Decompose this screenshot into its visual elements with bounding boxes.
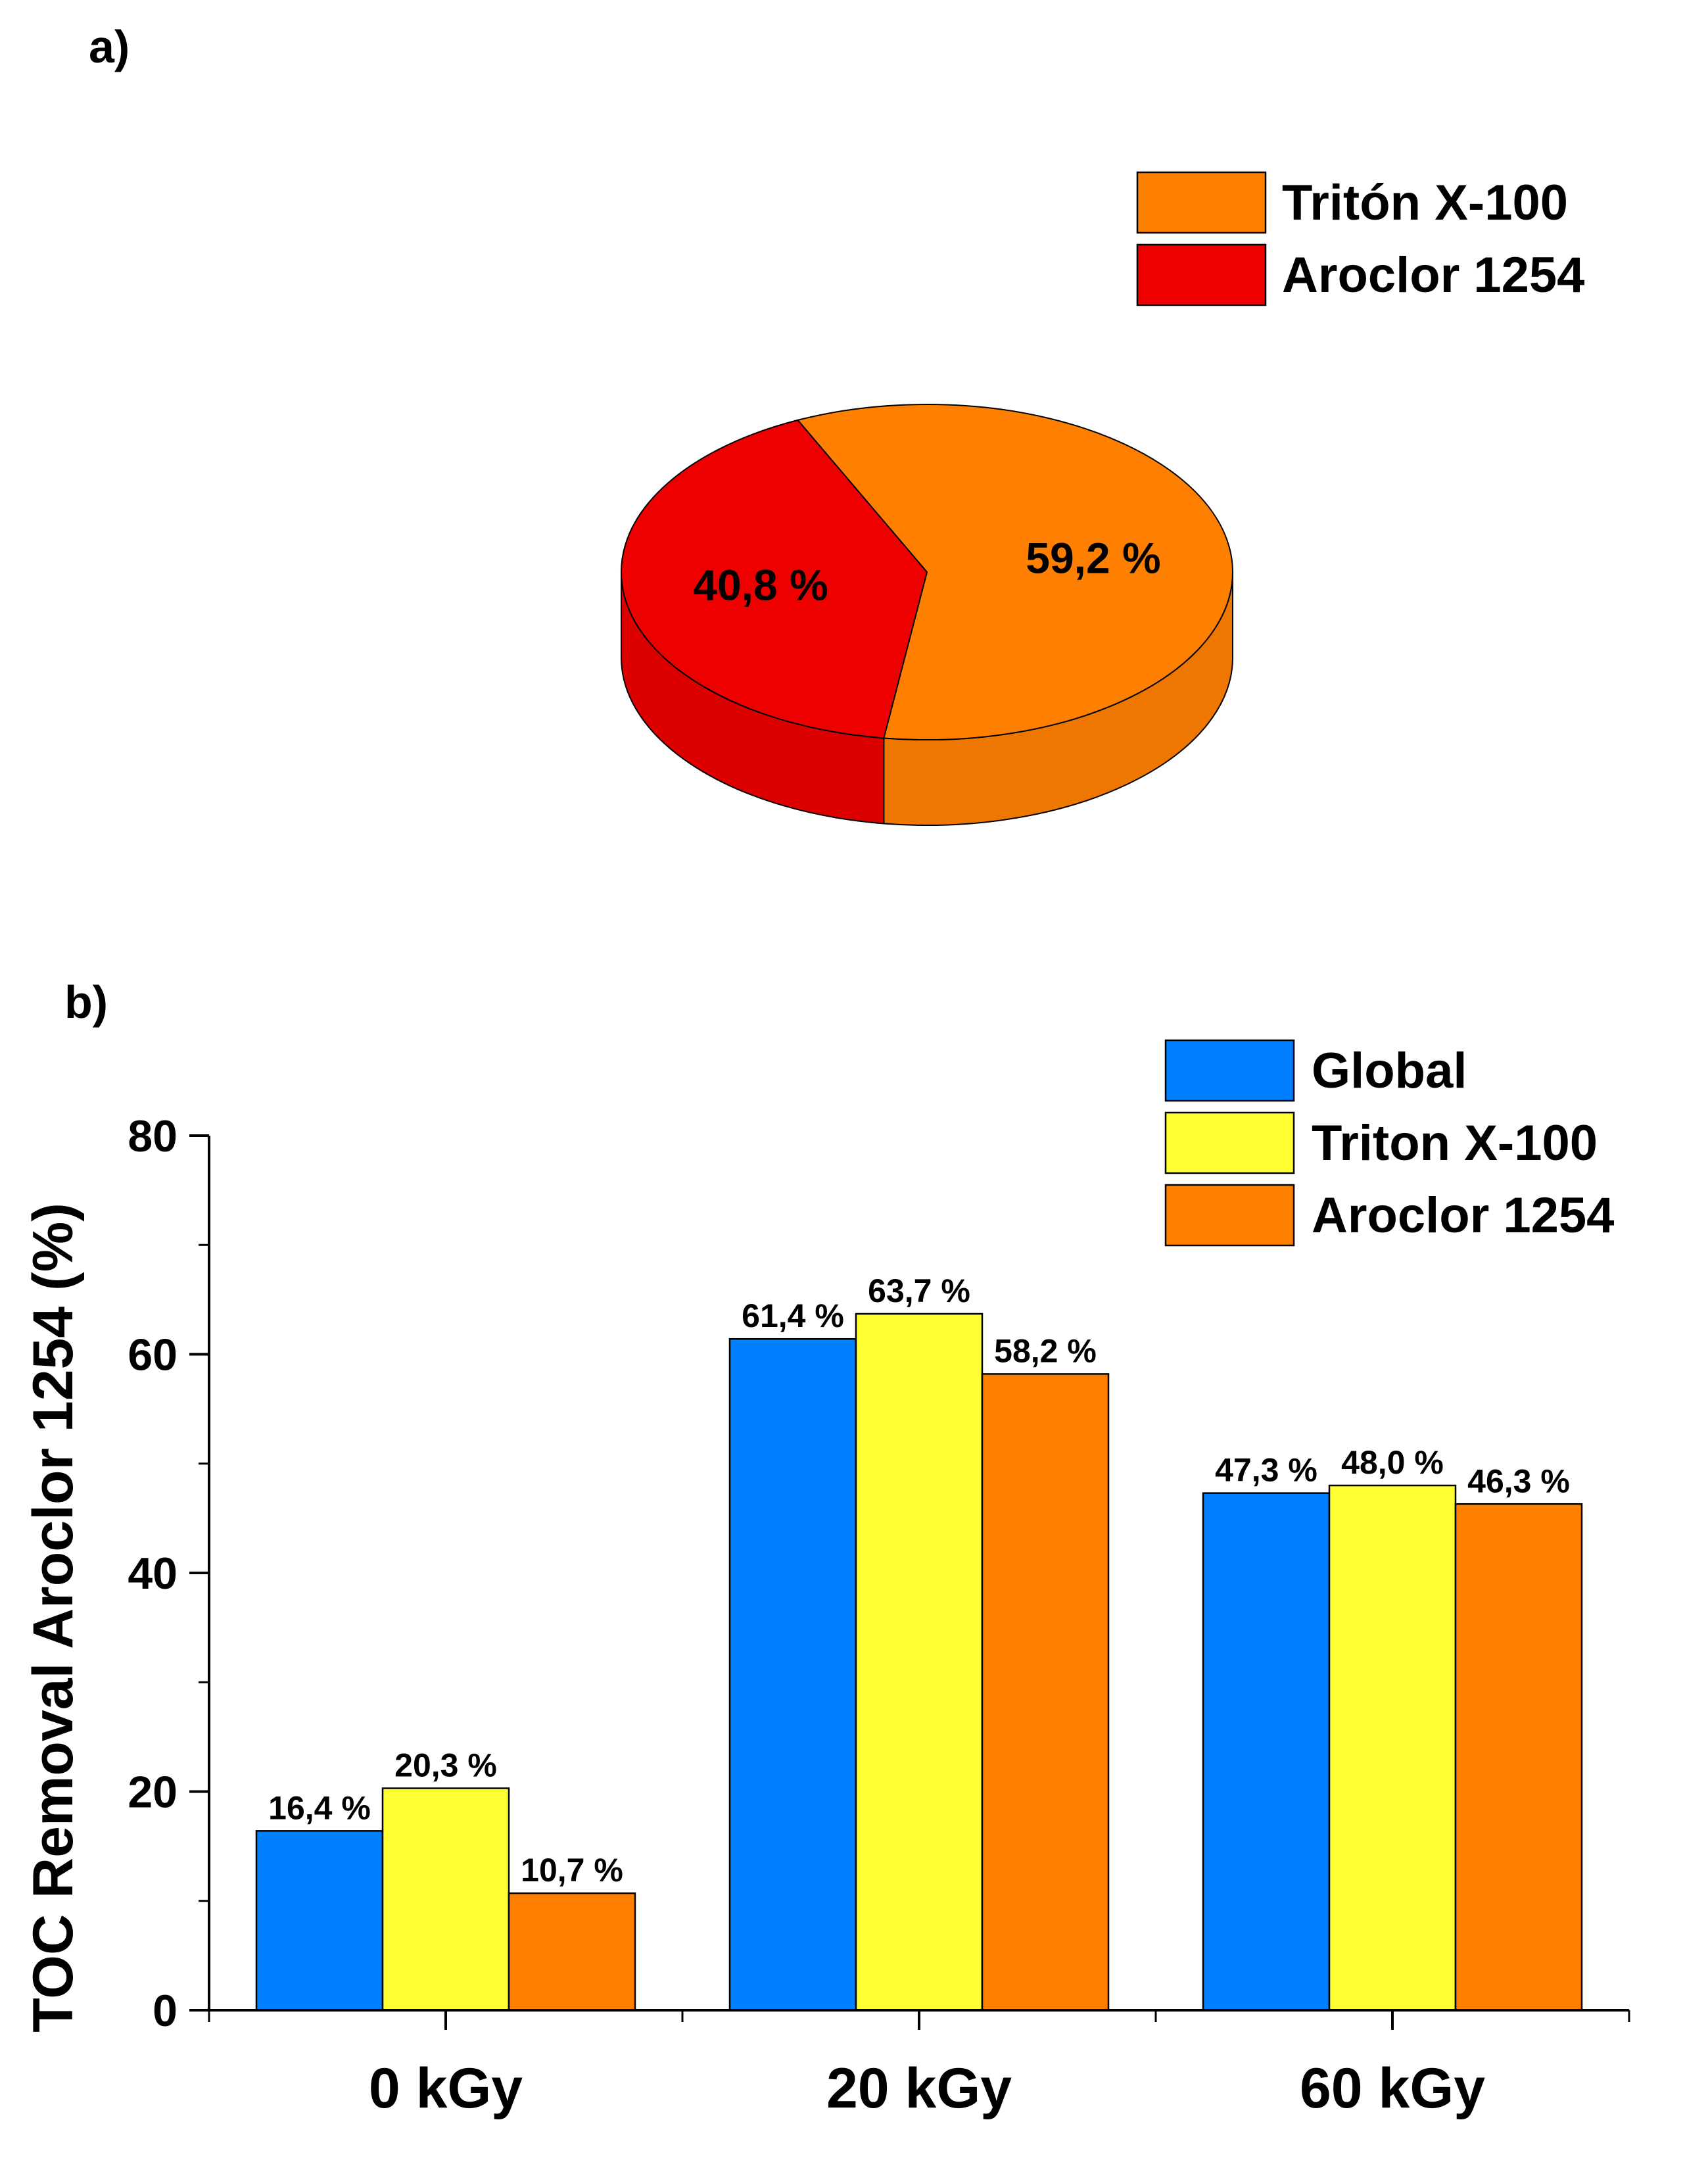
bar-aroclor-1254-0-kgy	[508, 1892, 636, 2012]
x-tick-label: 60 kGy	[1300, 2057, 1485, 2120]
panel-a-label: a)	[89, 21, 130, 72]
bar-legend-swatch-aroclor-1254	[1164, 1184, 1295, 1247]
pie-value-label: 40,8 %	[693, 561, 828, 610]
bar-triton-x-100-0-kgy	[381, 1787, 510, 2012]
bar-data-label: 58,2 %	[994, 1332, 1097, 1369]
panel-b-label: b)	[64, 976, 108, 1028]
y-axis-label: TOC Removal Aroclor 1254 (%)	[22, 1203, 85, 2033]
bar-triton-x-100-20-kgy	[855, 1313, 984, 2012]
bar-data-label: 47,3 %	[1215, 1452, 1317, 1489]
bar-global-0-kgy	[255, 1830, 384, 2012]
bar-legend-swatch-triton-x-100	[1164, 1111, 1295, 1174]
bar-global-20-kgy	[728, 1338, 857, 2012]
pie-legend-swatch-aroclor-1254	[1136, 243, 1267, 306]
pie-value-label: 59,2 %	[1026, 533, 1160, 582]
y-tick-label: 60	[128, 1330, 178, 1380]
bar-chart: 16,4 % 20,3 % 10,7 % 61,4 % 63,7 % 58,2 % 47,3…	[255, 1272, 1583, 2012]
y-tick-label: 0	[153, 1986, 178, 2036]
pie-slice-trit-n-x-100	[796, 404, 1233, 740]
pie-legend-label: Tritón X-100	[1282, 175, 1568, 231]
pie-legend-swatch-trit-n-x-100	[1136, 171, 1267, 234]
bar-global-60-kgy	[1202, 1492, 1331, 2012]
pie-chart: 59,2 % 40,8 %	[621, 404, 1233, 826]
bar-legend-swatch-global	[1164, 1039, 1295, 1102]
y-tick-label: 20	[128, 1768, 178, 1818]
x-tick-label: 0 kGy	[369, 2057, 523, 2120]
bar-legend-label: Triton X-100	[1312, 1115, 1598, 1171]
bar-legend-label: Global	[1312, 1043, 1467, 1099]
bar-legend-label: Aroclor 1254	[1312, 1188, 1614, 1243]
bar-data-label: 61,4 %	[742, 1297, 844, 1334]
pie-legend: Tritón X-100 Aroclor 1254	[1136, 171, 1584, 306]
bar-legend: Global Triton X-100 Aroclor 1254	[1164, 1039, 1614, 1247]
bar-data-label: 46,3 %	[1467, 1462, 1570, 1499]
bar-triton-x-100-60-kgy	[1328, 1484, 1457, 2012]
x-tick-label: 20 kGy	[826, 2057, 1012, 2120]
bar-data-label: 63,7 %	[868, 1272, 970, 1309]
pie-legend-label: Aroclor 1254	[1282, 247, 1584, 303]
bar-data-label: 20,3 %	[394, 1747, 497, 1784]
bar-axes: 0 20 40 60 80 0 kGy 20 kGy 60 kGy	[128, 1111, 1630, 2120]
bar-data-label: 16,4 %	[268, 1789, 371, 1826]
pie-slice-aroclor-1254	[621, 419, 928, 739]
bar-data-label: 10,7 %	[521, 1852, 623, 1889]
bar-data-label: 48,0 %	[1341, 1444, 1444, 1481]
y-tick-label: 80	[128, 1111, 178, 1161]
bar-aroclor-1254-20-kgy	[981, 1373, 1110, 2012]
y-tick-label: 40	[128, 1549, 178, 1599]
bar-aroclor-1254-60-kgy	[1454, 1503, 1583, 2012]
